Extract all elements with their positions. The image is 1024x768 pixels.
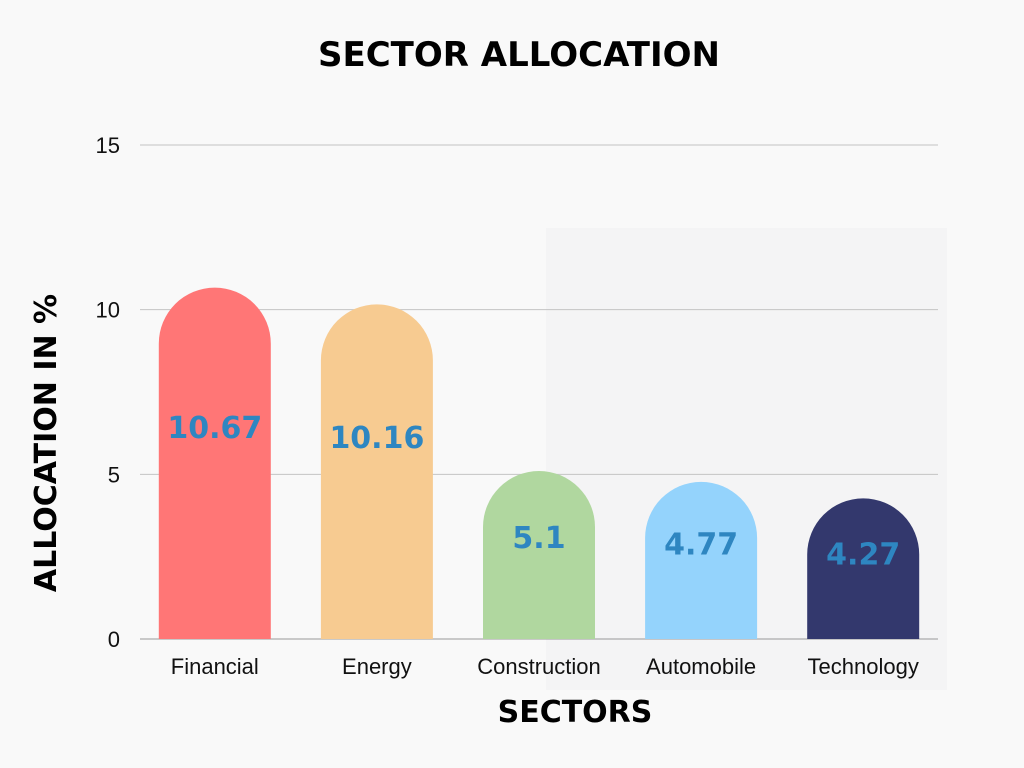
bar-energy: [320, 304, 433, 639]
bar-financial: [158, 287, 271, 639]
value-label: 10.16: [329, 421, 424, 456]
bar-construction: [483, 471, 595, 639]
category-label: Technology: [808, 654, 919, 679]
value-label: 4.77: [664, 528, 738, 563]
y-tick-label: 0: [108, 627, 120, 652]
x-axis-title: SECTORS: [498, 695, 653, 730]
bar-automobile: [645, 481, 758, 639]
y-axis-title: ALLOCATION IN %: [29, 294, 64, 592]
y-ticks: 0 5 10 15: [96, 133, 120, 652]
y-tick-label: 5: [108, 462, 120, 487]
value-label: 5.1: [512, 521, 565, 556]
category-labels: Financial Energy Construction Automobile Tec…: [171, 654, 919, 679]
value-label: 4.27: [826, 538, 900, 573]
value-label: 10.67: [167, 411, 262, 446]
category-label: Automobile: [646, 654, 756, 679]
chart-title: SECTOR ALLOCATION: [318, 35, 720, 75]
category-label: Construction: [477, 654, 601, 679]
category-label: Financial: [171, 654, 259, 679]
value-labels: 10.67 10.16 5.1 4.77 4.27: [167, 411, 900, 572]
y-tick-label: 15: [96, 133, 120, 158]
category-label: Energy: [342, 654, 412, 679]
y-tick-label: 10: [96, 298, 120, 323]
bar-technology: [807, 498, 920, 639]
bars: [158, 287, 920, 639]
